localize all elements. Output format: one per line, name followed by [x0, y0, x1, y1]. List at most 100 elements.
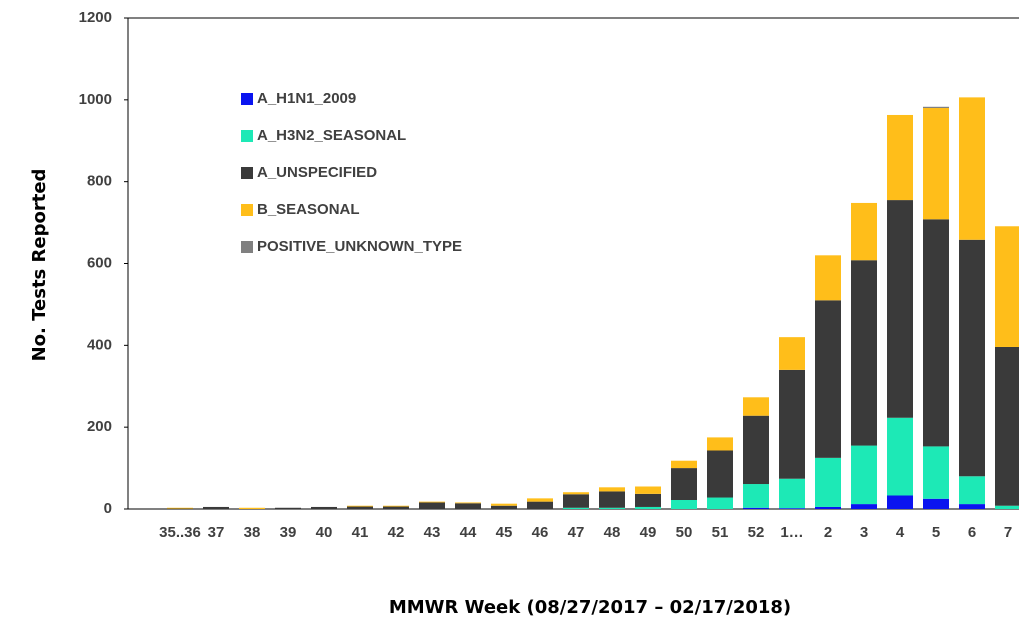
x-tick-label: 4 [896, 524, 905, 541]
bar-segment [995, 347, 1019, 506]
bar-segment [779, 337, 805, 370]
bar-segment [923, 107, 949, 108]
x-tick-label: 46 [532, 524, 549, 541]
bar-segment [671, 468, 697, 500]
bar-segment [671, 500, 697, 509]
bar-segment [671, 461, 697, 468]
bar-segment [779, 479, 805, 508]
bar-segment [563, 508, 589, 509]
bar-segment [419, 502, 445, 509]
y-tick-label: 200 [87, 418, 112, 435]
bar-segment [203, 507, 229, 509]
legend-label: A_H1N1_2009 [257, 90, 356, 107]
x-tick-label: 44 [460, 524, 477, 541]
bar-segment [959, 97, 985, 239]
x-tick-label: 40 [316, 524, 333, 541]
bar-segment [923, 499, 949, 509]
x-tick-label: 52 [748, 524, 765, 541]
x-tick-label: 43 [424, 524, 441, 541]
x-tick-label: 2 [824, 524, 832, 541]
bar-segment [815, 507, 841, 509]
bar-segment [635, 486, 661, 493]
y-tick-label: 400 [87, 336, 112, 353]
legend-swatch [241, 93, 253, 105]
x-tick-label: 38 [244, 524, 261, 541]
bar-segment [815, 300, 841, 458]
bar-segment [851, 203, 877, 260]
bar-segment [599, 487, 625, 491]
bar-segment [311, 507, 337, 509]
bar-segment [419, 502, 445, 503]
bar-segment [959, 476, 985, 504]
bar-segment [959, 240, 985, 476]
x-tick-label: 3 [860, 524, 868, 541]
bar-segment [995, 506, 1019, 509]
x-tick-label: 1… [780, 524, 803, 541]
bar-segment [743, 416, 769, 484]
x-tick-label: 39 [280, 524, 297, 541]
bar-segment [599, 491, 625, 507]
y-tick-label: 0 [104, 500, 112, 517]
y-tick-label: 800 [87, 173, 112, 190]
x-tick-label: 6 [968, 524, 976, 541]
bar-segment [851, 504, 877, 509]
bar-segment [707, 498, 733, 509]
bar-segment [743, 484, 769, 508]
bar-segment [527, 498, 553, 501]
x-tick-label: 47 [568, 524, 585, 541]
bar-segment [455, 502, 481, 503]
y-tick-label: 1000 [79, 91, 112, 108]
bar-segment [347, 506, 373, 507]
x-tick-label: 41 [352, 524, 369, 541]
bar-segment [563, 492, 589, 494]
legend-swatch [241, 167, 253, 179]
x-tick-label: 45 [496, 524, 513, 541]
bar-segment [527, 502, 553, 509]
bar-segment [167, 508, 193, 509]
bar-segment [923, 446, 949, 498]
bar-segment [887, 418, 913, 496]
bar-segment [779, 508, 805, 509]
x-tick-label: 42 [388, 524, 405, 541]
x-axis-title: MMWR Week (08/27/2017 – 02/17/2018) [389, 597, 791, 618]
bar-segment [275, 508, 301, 509]
x-tick-label: 7 [1004, 524, 1012, 541]
legend-label: A_UNSPECIFIED [257, 164, 377, 181]
bar-segment [635, 507, 661, 509]
bar-segment [815, 255, 841, 300]
x-tick-label: 49 [640, 524, 657, 541]
bar-segment [923, 108, 949, 219]
x-tick-label: 48 [604, 524, 621, 541]
x-tick-label: 51 [712, 524, 729, 541]
bar-segment [851, 260, 877, 445]
x-tick-label: 35..36 [159, 524, 201, 541]
bar-segment [707, 450, 733, 497]
bar-segment [743, 508, 769, 509]
bar-segment [995, 226, 1019, 347]
y-axis-title: No. Tests Reported [29, 169, 50, 362]
bar-segment [383, 506, 409, 507]
bar-segment [491, 504, 517, 506]
bar-segment [959, 504, 985, 509]
x-tick-label: 50 [676, 524, 693, 541]
bar-segment [887, 495, 913, 509]
y-tick-label: 600 [87, 254, 112, 271]
bar-segment [743, 397, 769, 415]
bar-segment [491, 506, 517, 509]
x-tick-label: 5 [932, 524, 940, 541]
bar-segment [347, 507, 373, 509]
legend-label: POSITIVE_UNKNOWN_TYPE [257, 238, 462, 255]
legend-swatch [241, 130, 253, 142]
bar-segment [599, 508, 625, 509]
bar-segment [455, 503, 481, 509]
bar-segment [851, 446, 877, 505]
legend-label: A_H3N2_SEASONAL [257, 127, 406, 144]
legend-swatch [241, 204, 253, 216]
legend-label: B_SEASONAL [257, 201, 360, 218]
y-tick-label: 1200 [79, 9, 112, 26]
bar-segment [815, 458, 841, 507]
bar-segment [239, 508, 265, 509]
bar-segment [887, 200, 913, 418]
bar-segment [923, 219, 949, 446]
